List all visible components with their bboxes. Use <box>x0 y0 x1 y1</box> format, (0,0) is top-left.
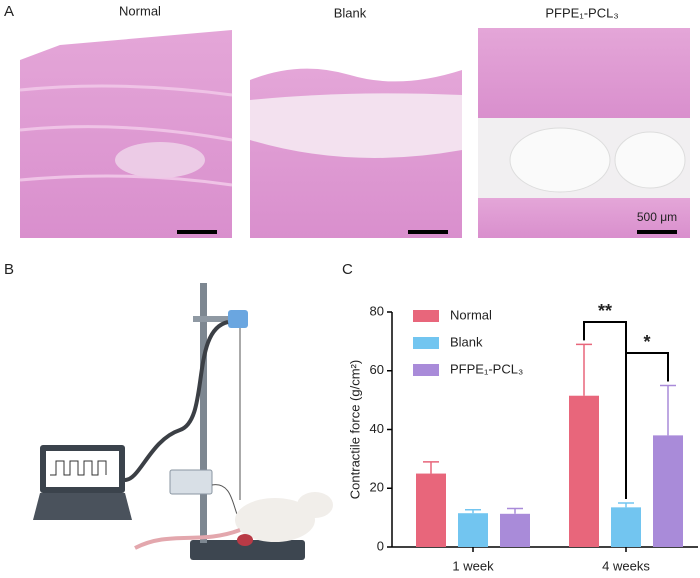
setup-diagram-shape <box>134 528 241 550</box>
setup-diagram-shape <box>124 320 229 482</box>
y-tick-label: 60 <box>370 362 384 377</box>
y-tick-label: 40 <box>370 421 384 436</box>
histology-pfpe-shape <box>509 127 611 193</box>
error-bar <box>423 461 439 474</box>
legend-label: Normal <box>450 307 492 322</box>
error-bar <box>576 343 592 396</box>
error-bar <box>618 502 634 508</box>
y-tick-label: 20 <box>370 480 384 495</box>
histology-normal-shape <box>20 30 232 238</box>
setup-diagram-shape <box>297 492 333 518</box>
x-tick-label: 4 weeks <box>602 558 650 573</box>
significance-label: * <box>643 332 650 352</box>
setup-diagram-shape <box>200 283 207 543</box>
error-bar <box>507 507 523 514</box>
histology-blank <box>250 68 462 238</box>
setup-diagram-shape <box>193 316 233 322</box>
setup-diagram-shape <box>33 493 132 520</box>
setup-diagram-shape <box>46 451 119 487</box>
setup-diagram <box>33 283 333 560</box>
setup-diagram-shape <box>50 460 107 476</box>
legend-label: PFPE₁-PCL₃ <box>450 361 523 376</box>
histology-pfpe-shape <box>478 28 690 118</box>
significance-bracket <box>626 352 669 382</box>
error-bar <box>465 508 481 514</box>
y-tick-label: 80 <box>370 303 384 318</box>
setup-diagram-shape <box>169 469 213 495</box>
histology-blank-shape <box>250 93 462 158</box>
y-axis-label: Contractile force (g/cm²) <box>347 360 362 499</box>
setup-diagram-shape <box>190 540 305 560</box>
histology-normal-shape <box>19 84 233 187</box>
y-tick-label: 0 <box>377 538 384 553</box>
legend-swatch <box>413 364 439 376</box>
bar <box>458 513 488 547</box>
setup-diagram-shape <box>237 534 253 546</box>
histology-normal-shape <box>115 142 205 178</box>
histology-pfpe: 500 μm <box>478 28 690 238</box>
x-tick-label: 1 week <box>452 558 494 573</box>
significance-label: ** <box>598 301 612 321</box>
plot-area: 0 20 40 60 80 Contractile force (g/cm²) 1 week… <box>347 301 698 573</box>
histology-normal <box>19 30 233 238</box>
setup-diagram-shape <box>228 310 248 328</box>
significance-bracket <box>583 321 627 499</box>
bar <box>653 435 683 547</box>
setup-diagram-shape <box>235 498 315 542</box>
scale-bar-label: 500 μm <box>637 210 677 224</box>
panel-label: C <box>342 261 353 278</box>
error-bar <box>660 384 676 436</box>
legend-swatch <box>413 310 439 322</box>
legend-swatch <box>413 337 439 349</box>
legend-label: Blank <box>450 334 483 349</box>
bar <box>416 473 446 547</box>
image-title: PFPE₁-PCL₃ <box>545 5 618 20</box>
image-title: Normal <box>119 3 161 18</box>
bar <box>500 513 530 547</box>
histology-pfpe-shape <box>614 131 686 189</box>
bar <box>569 395 599 547</box>
image-title: Blank <box>334 5 367 20</box>
panel-label: A <box>4 3 14 20</box>
panel-label: B <box>4 261 14 278</box>
bar <box>611 507 641 547</box>
